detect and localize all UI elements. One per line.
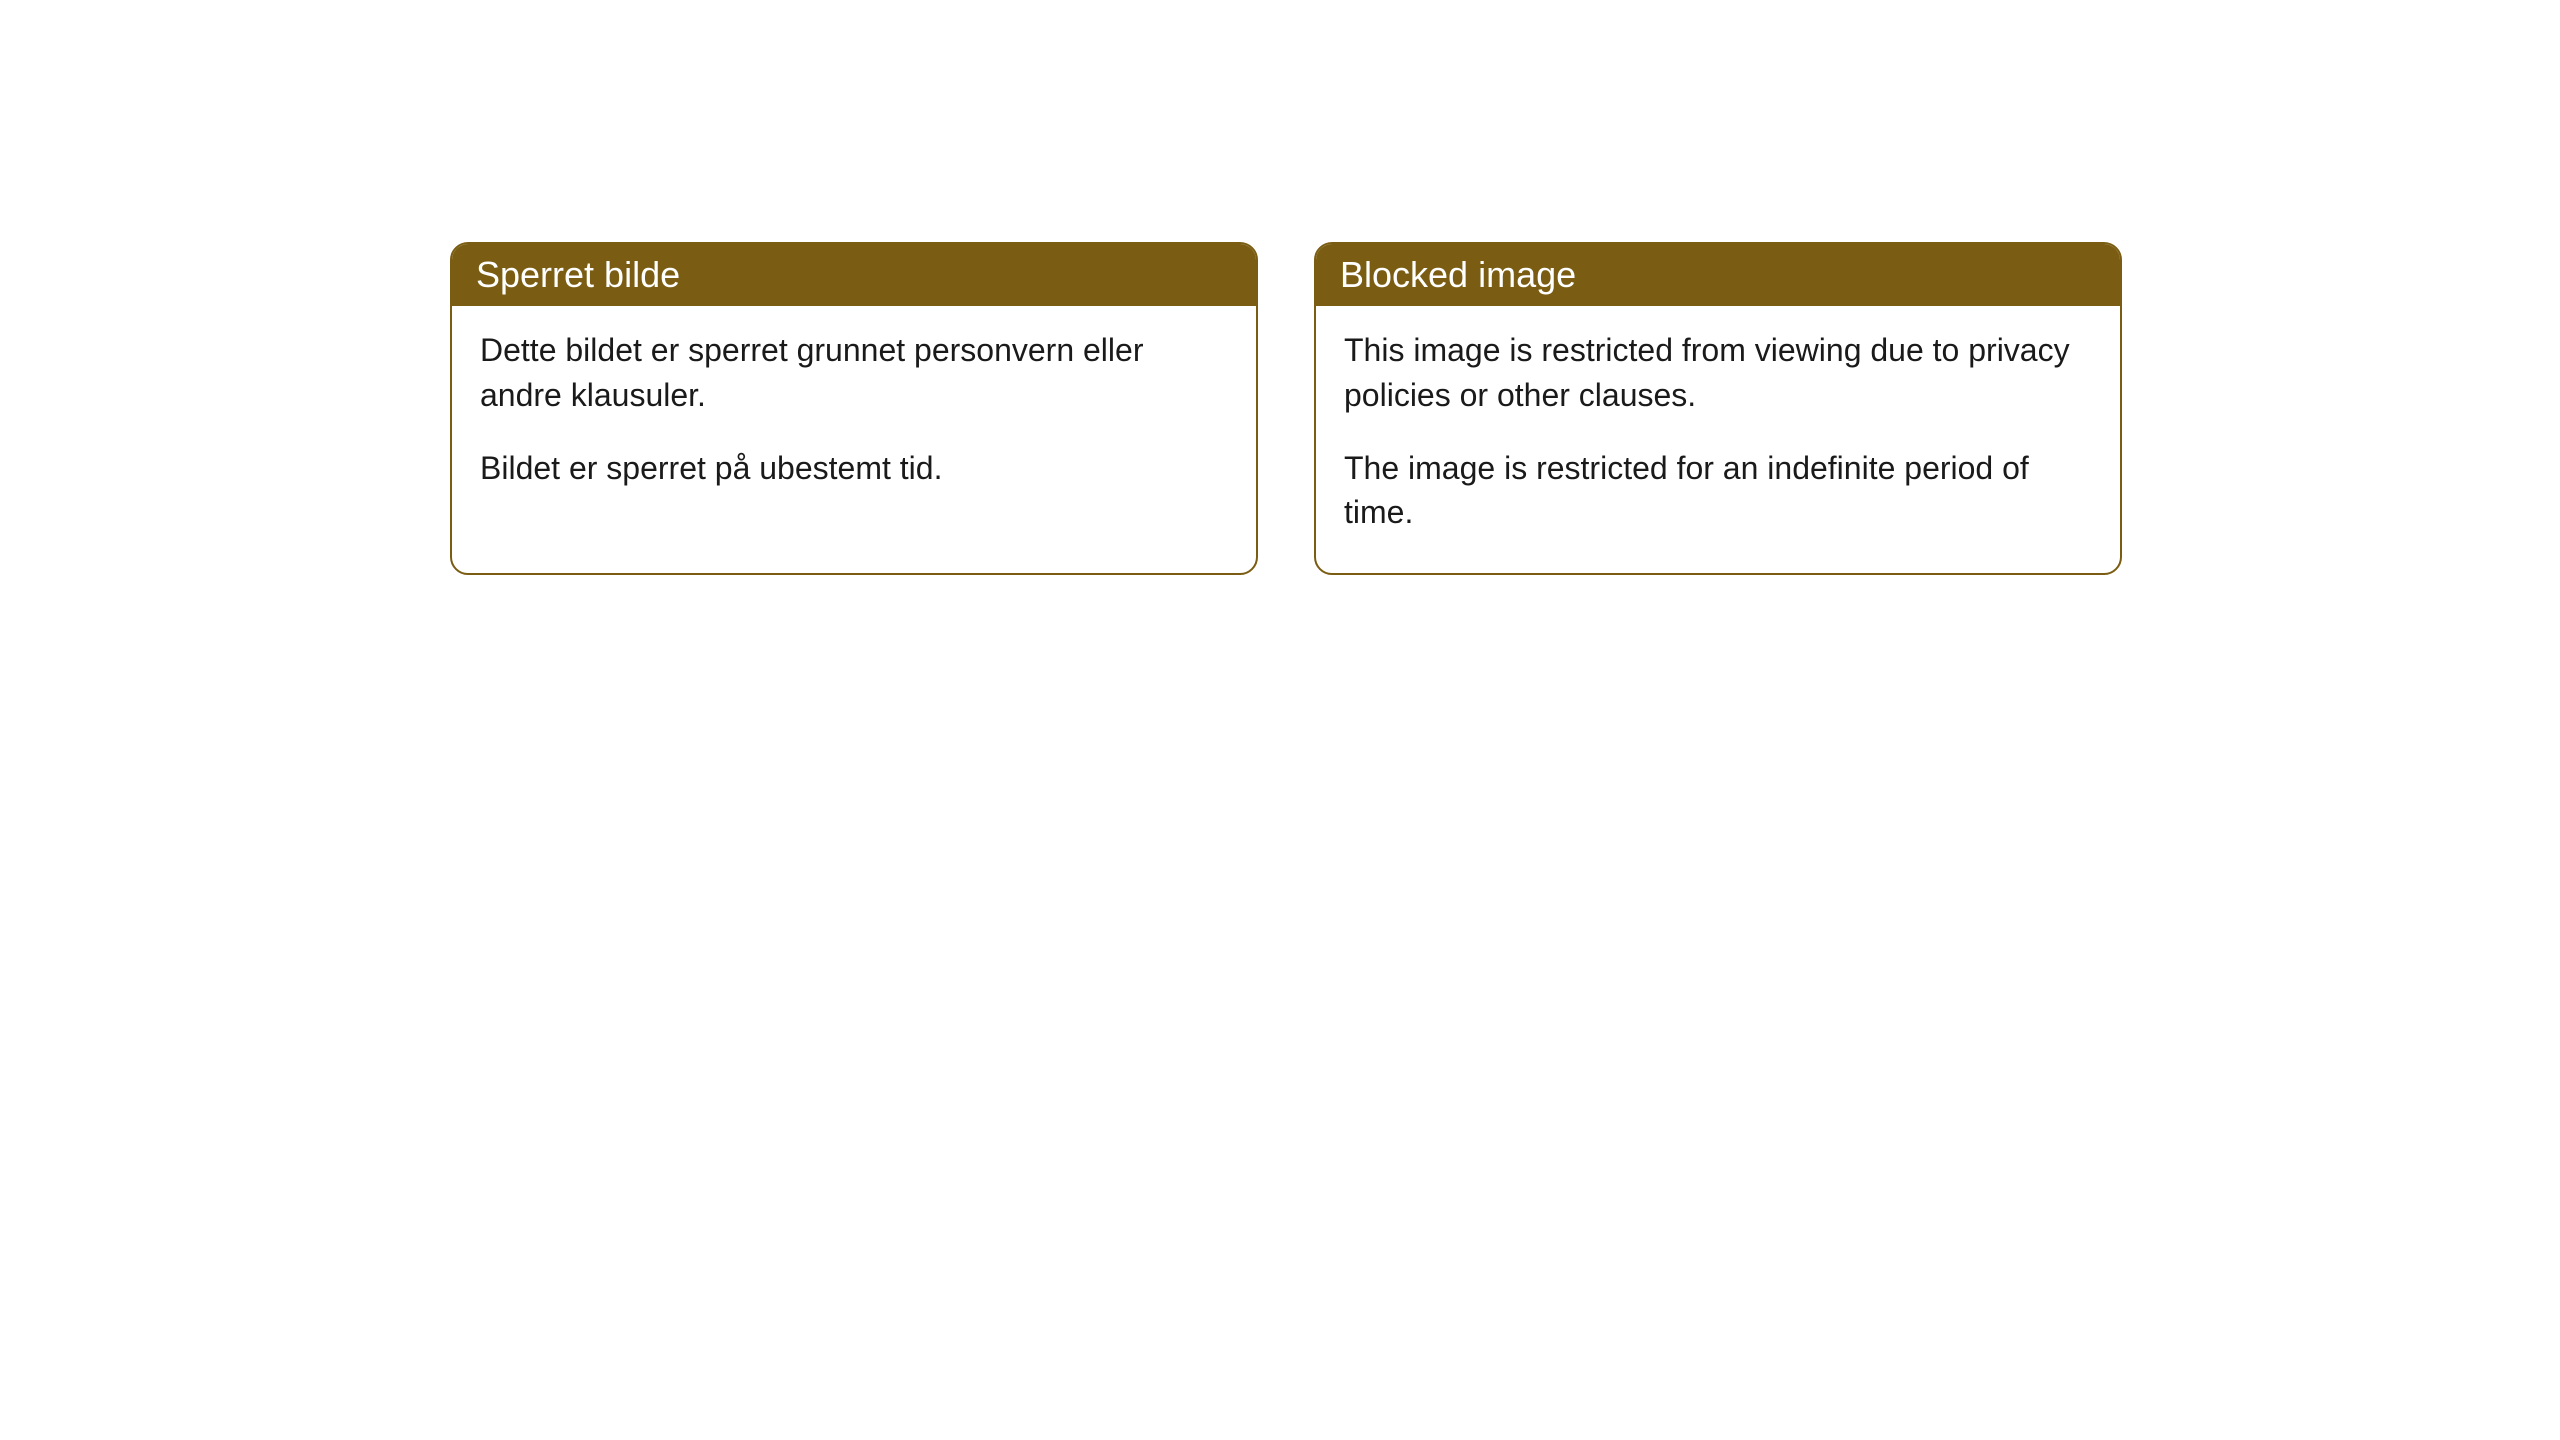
card-norwegian: Sperret bilde Dette bildet er sperret gr… (450, 242, 1258, 575)
card-body-english: This image is restricted from viewing du… (1316, 306, 2120, 573)
card-title: Blocked image (1340, 254, 1576, 295)
card-header-english: Blocked image (1316, 244, 2120, 306)
card-paragraph: Dette bildet er sperret grunnet personve… (480, 328, 1228, 418)
card-title: Sperret bilde (476, 254, 680, 295)
card-paragraph: The image is restricted for an indefinit… (1344, 446, 2092, 536)
card-paragraph: This image is restricted from viewing du… (1344, 328, 2092, 418)
card-body-norwegian: Dette bildet er sperret grunnet personve… (452, 306, 1256, 528)
cards-container: Sperret bilde Dette bildet er sperret gr… (450, 242, 2122, 575)
card-paragraph: Bildet er sperret på ubestemt tid. (480, 446, 1228, 491)
card-english: Blocked image This image is restricted f… (1314, 242, 2122, 575)
card-header-norwegian: Sperret bilde (452, 244, 1256, 306)
